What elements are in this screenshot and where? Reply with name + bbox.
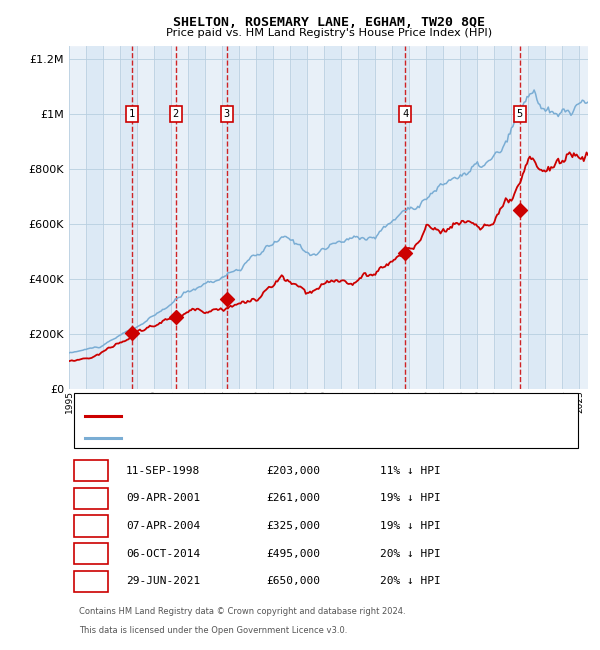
Point (401, 248, 410, 258)
Text: SHELTON, ROSEMARY LANE, EGHAM, TW20 8QE (detached house): SHELTON, ROSEMARY LANE, EGHAM, TW20 8QE … (131, 411, 467, 421)
Text: £495,000: £495,000 (266, 549, 320, 558)
Text: This data is licensed under the Open Government Licence v3.0.: This data is licensed under the Open Gov… (79, 627, 348, 635)
Bar (273, 46, 290, 389)
Point (127, 328, 137, 338)
Text: 11% ↓ HPI: 11% ↓ HPI (380, 465, 441, 476)
Bar (205, 46, 222, 389)
Bar (239, 46, 256, 389)
Bar (511, 46, 529, 389)
Bar (137, 46, 154, 389)
Bar (307, 46, 324, 389)
Text: 1: 1 (129, 109, 135, 119)
Text: £261,000: £261,000 (266, 493, 320, 503)
Text: 19% ↓ HPI: 19% ↓ HPI (380, 493, 441, 503)
FancyBboxPatch shape (74, 543, 108, 564)
Bar (171, 46, 188, 389)
Text: £650,000: £650,000 (266, 577, 320, 586)
Bar (443, 46, 460, 389)
Text: HPI: Average price, detached house, Runnymede: HPI: Average price, detached house, Runn… (131, 432, 401, 443)
FancyBboxPatch shape (74, 515, 108, 536)
Bar (580, 46, 596, 389)
Text: 3: 3 (224, 109, 230, 119)
Text: 5: 5 (517, 109, 523, 119)
Text: 20% ↓ HPI: 20% ↓ HPI (380, 577, 441, 586)
Text: 5: 5 (88, 577, 95, 586)
Bar (103, 46, 120, 389)
FancyBboxPatch shape (74, 393, 578, 448)
Bar (69, 46, 86, 389)
Text: 1: 1 (88, 465, 95, 476)
Text: 2: 2 (88, 493, 95, 503)
Text: 3: 3 (88, 521, 95, 531)
Bar (545, 46, 562, 389)
Text: 2: 2 (173, 109, 179, 119)
Text: 06-OCT-2014: 06-OCT-2014 (126, 549, 200, 558)
FancyBboxPatch shape (74, 460, 108, 481)
Bar (409, 46, 427, 389)
Text: SHELTON, ROSEMARY LANE, EGHAM, TW20 8QE: SHELTON, ROSEMARY LANE, EGHAM, TW20 8QE (173, 16, 485, 29)
Text: 19% ↓ HPI: 19% ↓ HPI (380, 521, 441, 531)
FancyBboxPatch shape (74, 571, 108, 592)
Point (171, 312, 181, 322)
Text: 09-APR-2001: 09-APR-2001 (126, 493, 200, 503)
Text: 20% ↓ HPI: 20% ↓ HPI (380, 549, 441, 558)
Point (515, 205, 525, 215)
Text: £325,000: £325,000 (266, 521, 320, 531)
Bar (341, 46, 358, 389)
Text: 4: 4 (402, 109, 409, 119)
Text: 07-APR-2004: 07-APR-2004 (126, 521, 200, 531)
Text: Contains HM Land Registry data © Crown copyright and database right 2024.: Contains HM Land Registry data © Crown c… (79, 607, 406, 616)
Text: 4: 4 (88, 549, 95, 558)
Text: 29-JUN-2021: 29-JUN-2021 (126, 577, 200, 586)
FancyBboxPatch shape (74, 488, 108, 509)
Bar (375, 46, 392, 389)
Text: Price paid vs. HM Land Registry's House Price Index (HPI): Price paid vs. HM Land Registry's House … (166, 28, 492, 38)
Text: 11-SEP-1998: 11-SEP-1998 (126, 465, 200, 476)
Bar (478, 46, 494, 389)
Text: £203,000: £203,000 (266, 465, 320, 476)
Point (222, 294, 232, 305)
